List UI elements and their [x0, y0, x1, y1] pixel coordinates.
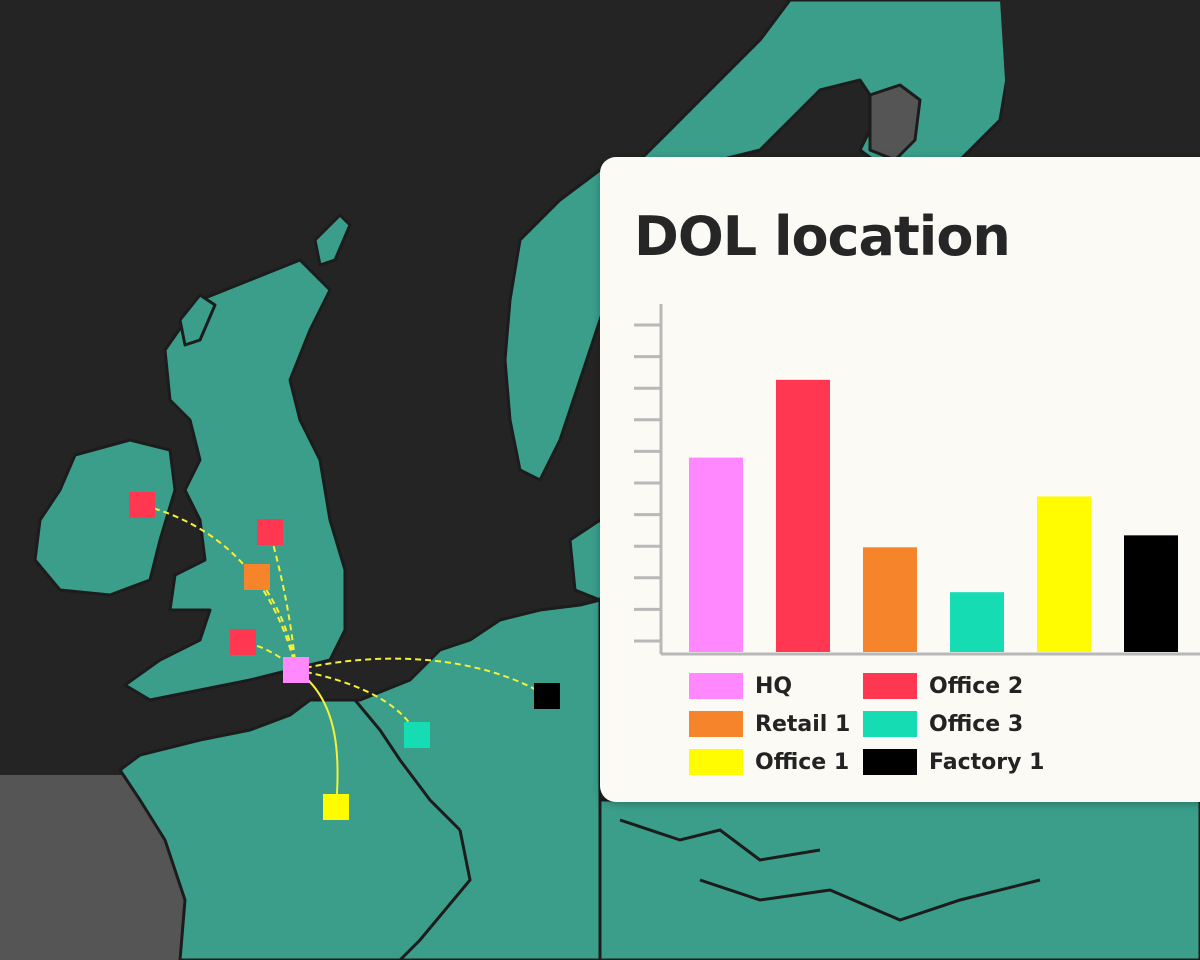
legend-swatch [863, 711, 917, 737]
legend-item: HQ [689, 673, 792, 699]
bar-hq [689, 457, 743, 652]
bar-office-3 [950, 592, 1004, 652]
chart-card: DOL location HQ Office 2 Retail 1 Office 3 O… [600, 157, 1200, 802]
scottish-island-2 [178, 293, 217, 347]
marker-retail1[interactable] [244, 564, 270, 590]
legend-label: Office 2 [929, 673, 1024, 699]
ireland-landmass [33, 438, 177, 597]
chart-title: DOL location [634, 205, 1011, 268]
continental-europe-landmass [118, 598, 602, 960]
legend-swatch [863, 673, 917, 699]
marker-office2-north[interactable] [257, 519, 283, 545]
baltic-coast-landmass [1000, 0, 1200, 160]
legend-swatch [863, 749, 917, 775]
legend-label: HQ [755, 673, 793, 699]
legend-swatch [689, 673, 743, 699]
bar-office-1 [1037, 496, 1091, 652]
legend-label: Office 3 [929, 711, 1024, 737]
marker-office2-west[interactable] [230, 629, 256, 655]
scottish-island [313, 213, 352, 267]
route-hq-factory1 [295, 657, 548, 697]
marker-office3[interactable] [404, 722, 430, 748]
lake-shape [868, 83, 922, 162]
marker-office2-ireland[interactable] [129, 492, 155, 518]
legend-item: Office 3 [863, 711, 1023, 737]
route-hq-office2-ireland [141, 504, 297, 671]
legend-item: Factory 1 [863, 749, 1044, 775]
bar-office-2 [776, 379, 830, 652]
great-britain-landmass [123, 258, 347, 702]
legend-swatch [689, 711, 743, 737]
border-line [353, 699, 462, 832]
bar-factory-1 [1124, 535, 1178, 652]
east-europe-landmass [598, 798, 1200, 960]
route-hq-office1 [295, 669, 339, 808]
border-line-2 [398, 829, 472, 960]
legend-swatch [689, 749, 743, 775]
legend-item: Office 2 [863, 673, 1023, 699]
bar-chart [634, 304, 1200, 656]
legend-item: Retail 1 [689, 711, 850, 737]
marker-hq[interactable] [283, 657, 309, 683]
border-line-4 [699, 878, 1041, 922]
border-line-3 [619, 818, 821, 862]
bar-retail-1 [863, 547, 917, 652]
marker-office1[interactable] [323, 794, 349, 820]
legend-label: Office 1 [755, 749, 850, 775]
legend-label: Factory 1 [929, 749, 1045, 775]
marker-factory1[interactable] [534, 683, 560, 709]
legend-label: Retail 1 [755, 711, 851, 737]
legend-item: Office 1 [689, 749, 849, 775]
